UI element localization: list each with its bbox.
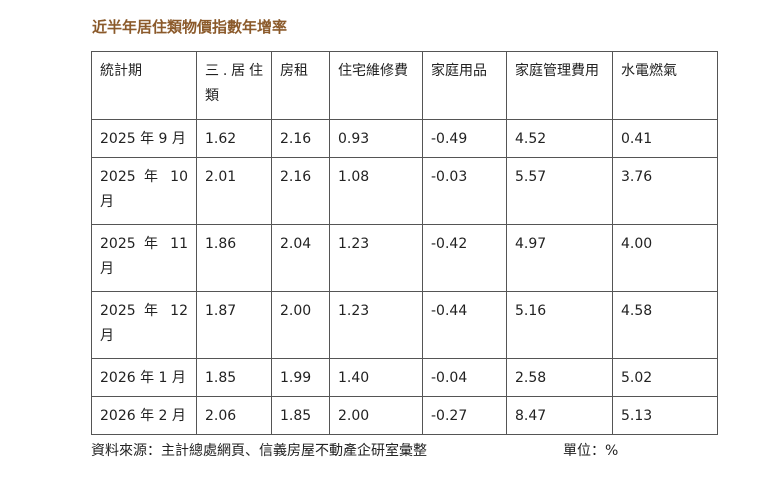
period-cell: 2025 年 12 月 bbox=[91, 291, 197, 359]
table-cell: -0.49 bbox=[422, 119, 507, 158]
table-cell: 2.58 bbox=[506, 358, 613, 397]
column-header: 水電燃氣 bbox=[612, 51, 718, 120]
period-cell: 2026 年 1 月 bbox=[91, 358, 197, 397]
period-cell: 2025 年 9 月 bbox=[91, 119, 197, 158]
unit-note: 單位：% bbox=[563, 443, 619, 459]
table-title: 近半年居住類物價指數年增率 bbox=[92, 18, 288, 36]
table-cell: 0.93 bbox=[329, 119, 423, 158]
table-cell: 1.23 bbox=[329, 291, 423, 359]
table-row: 2025 年 11 月 1.86 2.04 1.23 -0.42 4.97 4.00 bbox=[91, 224, 718, 292]
table-cell: 1.86 bbox=[196, 224, 272, 292]
table-cell: 1.85 bbox=[271, 396, 330, 435]
table-cell: 1.08 bbox=[329, 157, 423, 225]
period-cell: 2025 年 11 月 bbox=[91, 224, 197, 292]
table-row: 2025 年 9 月 1.62 2.16 0.93 -0.49 4.52 0.41 bbox=[91, 119, 718, 158]
period-cell: 2025 年 10 月 bbox=[91, 157, 197, 225]
column-header: 住宅維修費 bbox=[329, 51, 423, 120]
table-row: 2026 年 1 月 1.85 1.99 1.40 -0.04 2.58 5.02 bbox=[91, 358, 718, 397]
column-header: 家庭管理費用 bbox=[506, 51, 613, 120]
table-cell: 4.00 bbox=[612, 224, 718, 292]
table-cell: 1.23 bbox=[329, 224, 423, 292]
table-cell: 2.16 bbox=[271, 157, 330, 225]
table-cell: 4.52 bbox=[506, 119, 613, 158]
column-header: 家庭用品 bbox=[422, 51, 507, 120]
period-cell: 2026 年 2 月 bbox=[91, 396, 197, 435]
source-note: 資料來源：主計總處網頁、信義房屋不動產企研室彙整 bbox=[91, 443, 427, 459]
table-cell: -0.04 bbox=[422, 358, 507, 397]
table-cell: 0.41 bbox=[612, 119, 718, 158]
table-cell: -0.03 bbox=[422, 157, 507, 225]
table-row: 2025 年 10 月 2.01 2.16 1.08 -0.03 5.57 3.76 bbox=[91, 157, 718, 225]
table-cell: 3.76 bbox=[612, 157, 718, 225]
table-cell: 4.58 bbox=[612, 291, 718, 359]
table-cell: 1.99 bbox=[271, 358, 330, 397]
table-row: 2025 年 12 月 1.87 2.00 1.23 -0.44 5.16 4.58 bbox=[91, 291, 718, 359]
table-cell: 8.47 bbox=[506, 396, 613, 435]
table-cell: -0.44 bbox=[422, 291, 507, 359]
table-row: 2026 年 2 月 2.06 1.85 2.00 -0.27 8.47 5.13 bbox=[91, 396, 718, 435]
table-cell: 1.87 bbox=[196, 291, 272, 359]
column-header: 三.居住類 bbox=[196, 51, 272, 120]
table-cell: 2.00 bbox=[271, 291, 330, 359]
table-cell: 2.00 bbox=[329, 396, 423, 435]
table-cell: 2.16 bbox=[271, 119, 330, 158]
table-cell: 1.40 bbox=[329, 358, 423, 397]
table-cell: 1.85 bbox=[196, 358, 272, 397]
table-cell: 2.06 bbox=[196, 396, 272, 435]
table-cell: 4.97 bbox=[506, 224, 613, 292]
header-row: 統計期 三.居住類 房租 住宅維修費 家庭用品 家庭管理費用 水電燃氣 bbox=[91, 51, 718, 120]
table-cell: 2.01 bbox=[196, 157, 272, 225]
table-cell: 5.02 bbox=[612, 358, 718, 397]
table-cell: 2.04 bbox=[271, 224, 330, 292]
column-header: 房租 bbox=[271, 51, 330, 120]
column-header: 統計期 bbox=[91, 51, 197, 120]
table-cell: 5.13 bbox=[612, 396, 718, 435]
table-cell: 5.57 bbox=[506, 157, 613, 225]
table-cell: 5.16 bbox=[506, 291, 613, 359]
table-cell: 1.62 bbox=[196, 119, 272, 158]
table-cell: -0.42 bbox=[422, 224, 507, 292]
table-cell: -0.27 bbox=[422, 396, 507, 435]
